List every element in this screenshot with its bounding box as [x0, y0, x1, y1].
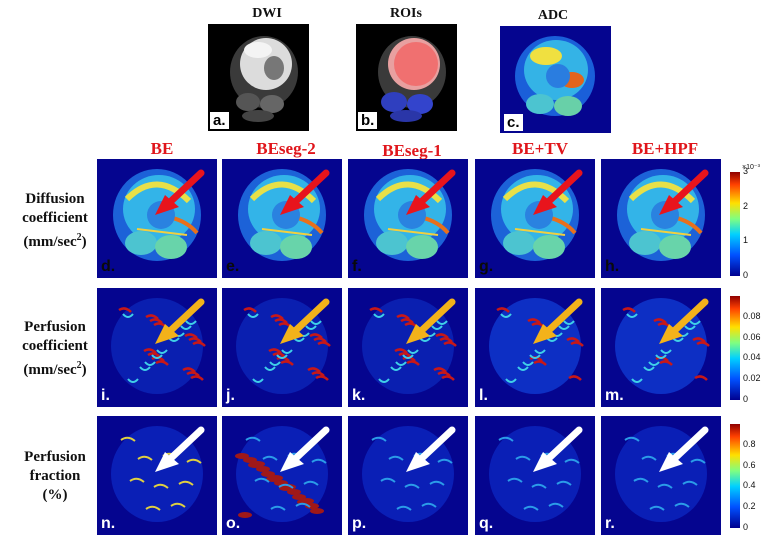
panel-label: r.: [605, 515, 615, 532]
colorbar-row2: [730, 296, 740, 400]
map-panel-r2-c5: m.: [601, 288, 721, 407]
panel-label: g.: [479, 258, 494, 275]
col-title-behpf: BE+HPF: [631, 139, 699, 158]
map-panel-r3-c2: o.: [222, 416, 342, 535]
colorbar-tick: 0.8: [743, 438, 756, 449]
colorbar-exponent: ×10⁻³: [742, 164, 760, 171]
colorbar-tick: 0.4: [743, 480, 756, 491]
row-label-diffusion: Diffusion coefficient (mm/sec2): [22, 191, 88, 250]
row-label-perfusion-coeff: Perfusion coefficient (mm/sec2): [22, 319, 88, 378]
colorbar-tick: 0.2: [743, 501, 756, 512]
panel-label-a: a.: [210, 112, 229, 129]
panel-label: i.: [101, 387, 110, 404]
col-title-be: BE: [150, 139, 174, 158]
colorbar-tick: 0.02: [743, 373, 761, 384]
col-title-beseg1: BEseg-1: [382, 141, 442, 160]
panel-label: j.: [226, 387, 235, 404]
map-panel-r3-c3: p.: [348, 416, 468, 535]
colorbar-tick: 2: [743, 200, 749, 211]
map-panel-r1-c1: d.: [97, 159, 217, 278]
colorbar-row3: [730, 424, 740, 528]
colorbar-tick: 0.08: [743, 310, 761, 321]
map-panel-r2-c1: i.: [97, 288, 217, 407]
row-label-perfusion-fraction: Perfusion fraction (%): [24, 449, 86, 503]
colorbar-tick: 0.04: [743, 352, 761, 363]
panel-label-c: c.: [504, 114, 523, 131]
colorbar-tick: 0: [743, 394, 749, 404]
col-title-beseg2: BEseg-2: [256, 139, 316, 158]
adc-title: ADC: [537, 8, 569, 23]
map-panel-r1-c2: e.: [222, 159, 342, 278]
map-panel-r3-c5: r.: [601, 416, 721, 535]
colorbar-tick: 0: [743, 270, 749, 280]
panel-label: l.: [479, 387, 488, 404]
panel-label-b: b.: [358, 112, 378, 129]
map-panel-r3-c1: n.: [97, 416, 217, 535]
panel-label: d.: [101, 258, 116, 275]
panel-label: q.: [479, 515, 494, 532]
panel-label: k.: [352, 387, 366, 404]
map-panel-r1-c4: g.: [475, 159, 595, 278]
map-panel-r2-c4: l.: [475, 288, 595, 407]
panel-label: h.: [605, 258, 620, 275]
panel-label: n.: [101, 515, 116, 532]
colorbar-tick: 0.6: [743, 459, 756, 470]
colorbar-tick: 1: [743, 235, 749, 246]
panel-label: e.: [226, 258, 240, 275]
map-panel-r1-c5: h.: [601, 159, 721, 278]
colorbar-tick: 0: [743, 522, 749, 532]
colorbar-row1: [730, 172, 740, 276]
panel-label: f.: [352, 258, 362, 275]
panel-label: p.: [352, 515, 367, 532]
map-panel-r2-c2: j.: [222, 288, 342, 407]
map-panel-r3-c4: q.: [475, 416, 595, 535]
map-panel-r2-c3: k.: [348, 288, 468, 407]
dwi-panel: a.: [208, 24, 309, 131]
adc-panel: c.: [500, 26, 611, 133]
rois-title: ROIs: [390, 6, 422, 21]
dwi-title: DWI: [252, 6, 282, 21]
panel-label: o.: [226, 515, 241, 532]
col-title-betv: BE+TV: [512, 139, 568, 158]
colorbar-tick: 0.06: [743, 331, 761, 342]
map-panel-r1-c3: f.: [348, 159, 468, 278]
panel-label: m.: [605, 387, 624, 404]
rois-panel: b.: [356, 24, 457, 131]
colorbar-tick: 3: [743, 166, 749, 176]
